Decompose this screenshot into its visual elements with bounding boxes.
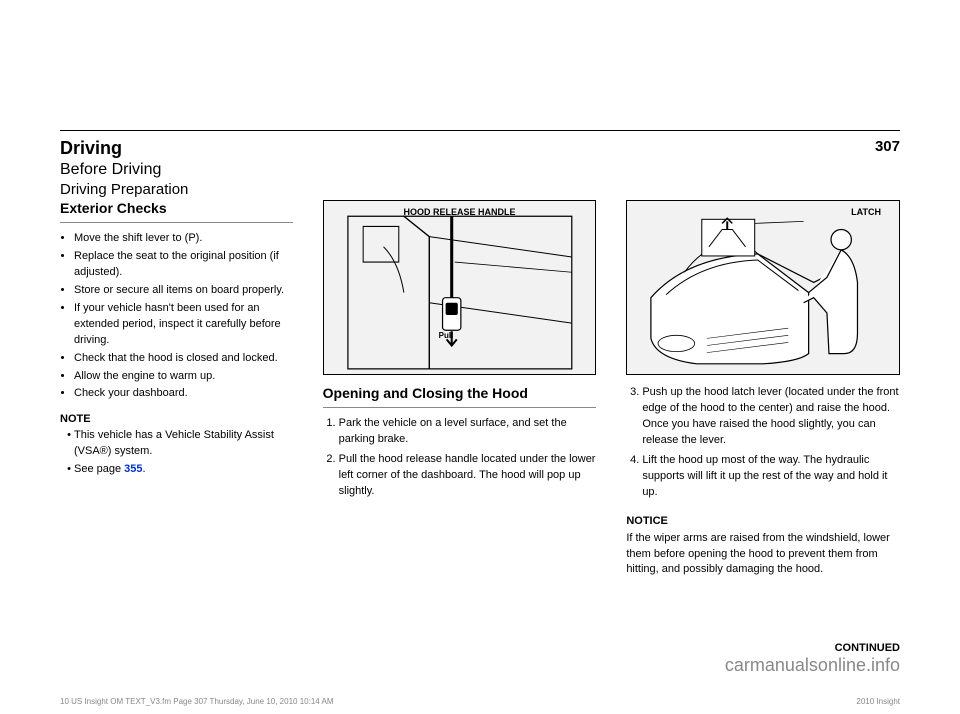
list-item: Move the shift lever to (P). [74, 231, 293, 247]
page-root: Driving Before Driving Driving Preparati… [0, 0, 960, 714]
hood-steps-2: Push up the hood latch lever (located un… [626, 385, 900, 501]
list-item: Check that the hood is closed and locked… [74, 351, 293, 367]
columns-container: Exterior Checks Move the shift lever to … [60, 200, 900, 578]
footer-meta: 10 US Insight OM TEXT_V3.fm Page 307 Thu… [60, 697, 900, 706]
notice-label: NOTICE [626, 515, 900, 527]
title-block: Driving Before Driving Driving Preparati… [60, 138, 188, 198]
page-number: 307 [875, 138, 900, 155]
opening-closing-hood-heading: Opening and Closing the Hood [323, 385, 597, 401]
section-divider-1 [60, 222, 293, 223]
list-item: See page 355. [74, 462, 293, 478]
exterior-checks-list: Move the shift lever to (P). Replace the… [60, 231, 293, 402]
list-item: Replace the seat to the original positio… [74, 249, 293, 281]
figure-caption-latch: LATCH [851, 207, 881, 217]
list-item: Check your dashboard. [74, 386, 293, 402]
list-item: Store or secure all items on board prope… [74, 283, 293, 299]
list-item: This vehicle has a Vehicle Stability Ass… [74, 428, 293, 460]
column-2: HOOD RELEASE HANDLE [323, 200, 597, 578]
note-list: This vehicle has a Vehicle Stability Ass… [60, 428, 293, 478]
continued-label: CONTINUED [835, 642, 900, 654]
note-label: NOTE [60, 412, 293, 428]
step-item: Lift the hood up most of the way. The hy… [642, 453, 900, 501]
step-item: Park the vehicle on a level surface, and… [339, 416, 597, 448]
subtitle-before-driving: Before Driving [60, 161, 188, 179]
exterior-checks-heading: Exterior Checks [60, 200, 293, 216]
figure-hood-release: HOOD RELEASE HANDLE [323, 200, 597, 375]
footer-right: 2010 Insight [856, 697, 900, 706]
page-link-355[interactable]: 355 [124, 463, 142, 475]
header-divider [60, 130, 900, 131]
hood-latch-illustration [627, 201, 899, 374]
column-1: Exterior Checks Move the shift lever to … [60, 200, 293, 578]
step-item: Pull the hood release handle located und… [339, 452, 597, 500]
note-text: See page [74, 463, 124, 475]
figure-hood-latch: LATCH [626, 200, 900, 375]
list-item: If your vehicle hasn't been used for an … [74, 301, 293, 349]
pull-label: Pull [439, 331, 454, 340]
section-divider-2 [323, 407, 597, 408]
list-item: Allow the engine to warm up. [74, 369, 293, 385]
watermark: carmanualsonline.info [725, 655, 900, 676]
subtitle-driving-preparation: Driving Preparation [60, 181, 188, 198]
footer-left: 10 US Insight OM TEXT_V3.fm Page 307 Thu… [60, 697, 334, 706]
hood-release-illustration [324, 201, 596, 374]
column-3: LATCH [626, 200, 900, 578]
hood-steps-1: Park the vehicle on a level surface, and… [323, 416, 597, 500]
title-driving: Driving [60, 138, 188, 159]
notice-text: If the wiper arms are raised from the wi… [626, 531, 900, 579]
figure-caption-hood-release: HOOD RELEASE HANDLE [403, 207, 515, 217]
step-item: Push up the hood latch lever (located un… [642, 385, 900, 449]
